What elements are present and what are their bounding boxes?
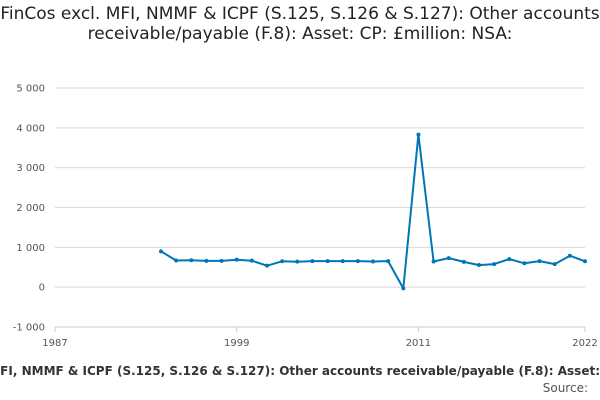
data-point — [219, 258, 224, 263]
data-point — [431, 259, 436, 264]
footer-text: FinCos excl. MFI, NMMF & ICPF (S.125, S.… — [0, 364, 600, 378]
data-point — [446, 256, 451, 261]
data-point — [295, 259, 300, 264]
data-point — [492, 262, 497, 267]
data-point — [477, 263, 481, 268]
data-point — [552, 262, 557, 267]
data-point — [234, 257, 239, 262]
y-tick-label: 2 000 — [16, 203, 45, 214]
data-point — [325, 259, 330, 264]
data-point — [189, 258, 194, 263]
data-point — [355, 259, 360, 264]
y-tick-label: -1 000 — [13, 323, 45, 334]
data-point — [371, 259, 375, 264]
data-point — [583, 259, 587, 264]
footer-caption: FinCos excl. MFI, NMMF & ICPF (S.125, S.… — [0, 363, 600, 379]
y-tick-label: 3 000 — [16, 163, 45, 174]
y-tick-label: 4 000 — [16, 123, 45, 134]
y-tick-label: 0 — [39, 283, 45, 294]
axes: 5 000 4 000 3 000 2 000 1 000 0 -1 000 1987 1999… — [13, 84, 598, 350]
data-point — [310, 259, 315, 264]
data-point — [204, 258, 209, 263]
data-point — [507, 257, 512, 262]
series-layer — [159, 132, 587, 291]
x-tick-label: 2022 — [572, 338, 597, 349]
chart-title: FinCos excl. MFI, NMMF & ICPF (S.125, S.… — [0, 4, 600, 44]
data-point — [340, 259, 345, 264]
data-point — [249, 258, 254, 263]
y-tick-label: 1 000 — [16, 243, 45, 254]
y-tick-label: 5 000 — [16, 84, 45, 95]
source-label: Source: — [542, 381, 588, 395]
data-point — [537, 259, 542, 264]
data-point — [280, 259, 285, 264]
data-point — [522, 261, 527, 266]
data-point — [401, 286, 406, 291]
gridlines — [55, 87, 585, 328]
data-point — [386, 259, 391, 264]
x-tick-label: 2011 — [406, 338, 431, 349]
x-tick-label: 1987 — [42, 338, 67, 349]
x-tick-label: 1999 — [224, 338, 249, 349]
data-point — [159, 249, 163, 254]
data-point — [567, 253, 572, 258]
data-point — [461, 259, 466, 264]
series-line — [160, 133, 586, 290]
data-point — [174, 258, 179, 263]
data-point — [416, 132, 421, 137]
data-point — [265, 263, 269, 268]
